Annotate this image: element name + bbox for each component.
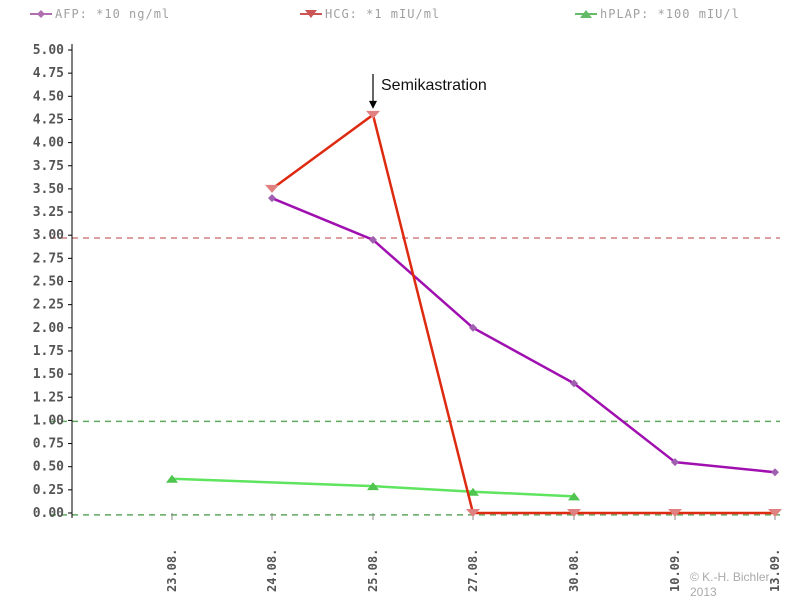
y-axis-ticks: 0.00 0.25 0.50 0.75 1.00 1.25 1.50 1.75 2.00 2.25… [33, 43, 72, 521]
copyright: © K.-H. Bichler 2013 [690, 570, 770, 599]
legend-item-afp: AFP: *10 ng/ml [30, 7, 170, 21]
y-tick-label: 2.00 [33, 321, 64, 336]
x-tick-label: 30.08. [567, 549, 581, 592]
hcg-marker [567, 509, 581, 517]
x-tick-label: 25.08. [366, 549, 380, 592]
legend-item-hplap: hPLAP: *100 mIU/l [575, 7, 740, 21]
legend-item-hcg: HCG: *1 mIU/ml [300, 7, 440, 21]
x-tick-label: 24.08. [265, 549, 279, 592]
y-tick-label: 4.75 [33, 66, 64, 81]
hplap-marker [367, 482, 379, 491]
copyright-line1: © K.-H. Bichler [690, 570, 770, 584]
annotation-label: Semikastration [381, 77, 487, 94]
series-line-hplap [171, 477, 575, 498]
legend-hcg-triangle-icon [305, 10, 317, 18]
x-tick-label: 13.09. [768, 549, 782, 592]
afp-marker [771, 468, 779, 477]
y-tick-label: 4.00 [33, 136, 64, 151]
y-tick-label: 3.25 [33, 205, 64, 220]
y-tick-label: 1.50 [33, 367, 64, 382]
afp-marker [268, 194, 276, 203]
legend-hcg-label: HCG: *1 mIU/ml [325, 7, 440, 21]
y-tick-label: 0.50 [33, 460, 64, 475]
series-hcg [265, 110, 782, 517]
legend-afp-label: AFP: *10 ng/ml [55, 7, 170, 21]
y-tick-label: 0.25 [33, 483, 64, 498]
y-tick-label: 1.75 [33, 344, 64, 359]
y-tick-label: 4.50 [33, 89, 64, 104]
hcg-marker [265, 184, 279, 193]
hplap-marker [166, 474, 178, 483]
y-tick-label: 4.25 [33, 112, 64, 127]
y-tick-label: 0.00 [33, 506, 64, 521]
x-axis-ticks: 23.08. 24.08. 25.08. 27.08. 30.08. 10.09. 13.0… [165, 513, 782, 592]
hcg-marker [768, 509, 782, 517]
legend: AFP: *10 ng/ml HCG: *1 mIU/ml hPLAP: *10… [30, 7, 740, 21]
afp-marker [671, 458, 679, 467]
legend-afp-diamond-icon [37, 10, 45, 18]
y-tick-label: 1.00 [33, 413, 64, 428]
x-tick-label: 10.09. [668, 549, 682, 592]
series-afp [268, 194, 779, 477]
y-tick-label: 2.50 [33, 275, 64, 290]
series-line-afp [271, 197, 776, 474]
series [166, 110, 782, 517]
y-tick-label: 1.25 [33, 390, 64, 405]
x-tick-label: 27.08. [466, 549, 480, 592]
y-tick-label: 0.75 [33, 437, 64, 452]
legend-hplap-label: hPLAP: *100 mIU/l [600, 7, 740, 21]
copyright-line2: 2013 [690, 585, 717, 599]
afp-marker [369, 235, 377, 244]
y-tick-label: 2.25 [33, 298, 64, 313]
y-tick-label: 5.00 [33, 43, 64, 58]
series-hplap [166, 474, 580, 501]
y-tick-label: 3.00 [33, 228, 64, 243]
annotation-arrow-icon [369, 100, 377, 109]
hcg-marker [466, 509, 480, 517]
y-tick-label: 2.75 [33, 251, 64, 266]
hcg-marker [366, 110, 380, 119]
afp-marker [469, 323, 477, 332]
y-tick-label: 3.50 [33, 182, 64, 197]
hplap-marker [467, 487, 479, 496]
annotation: Semikastration [369, 74, 487, 109]
x-tick-label: 23.08. [165, 549, 179, 592]
y-tick-label: 3.75 [33, 159, 64, 174]
series-line-hcg [271, 113, 775, 515]
hplap-marker [568, 492, 580, 501]
legend-hplap-triangle-icon [580, 10, 592, 18]
hcg-marker [668, 509, 682, 517]
afp-marker [570, 379, 578, 388]
